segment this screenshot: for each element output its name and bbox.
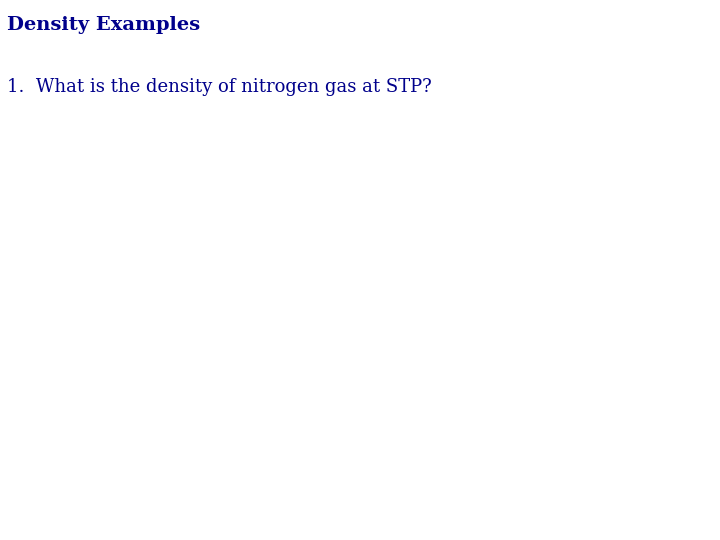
Text: 1.  What is the density of nitrogen gas at STP?: 1. What is the density of nitrogen gas a… xyxy=(7,78,432,96)
Text: Density Examples: Density Examples xyxy=(7,16,200,34)
